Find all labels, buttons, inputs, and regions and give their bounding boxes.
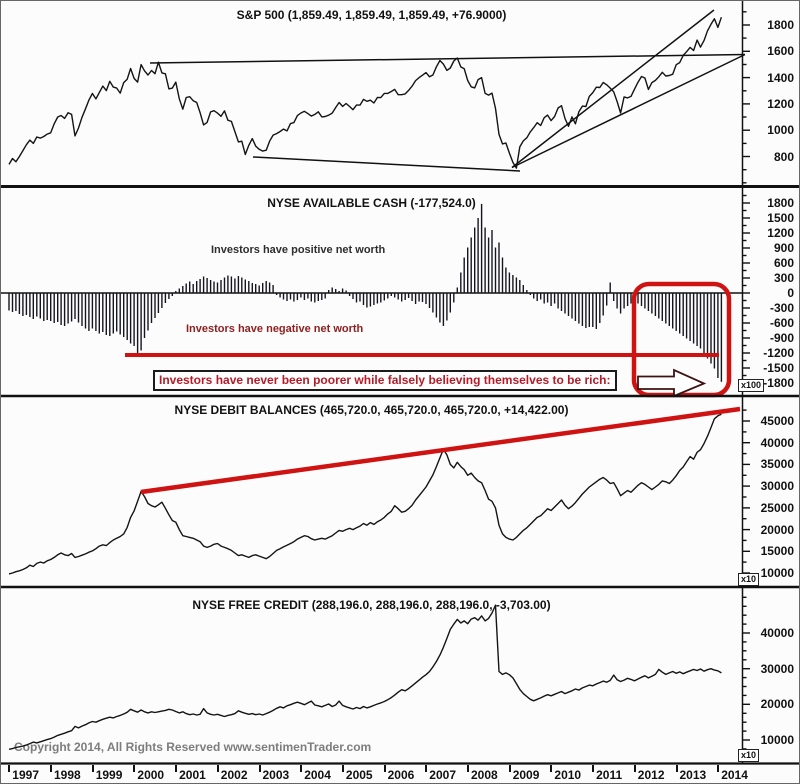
year-label: 2005 (345, 768, 373, 782)
right-arrow-icon (637, 368, 707, 398)
axis-unit-multiplier: x100 (738, 379, 765, 392)
panel-title-debit-balances: NYSE DEBIT BALANCES (465,720.0, 465,720.… (174, 403, 569, 417)
year-tick (8, 765, 11, 772)
panel-title-free-credit: NYSE FREE CREDIT (288,196.0, 288,196.0, … (192, 598, 551, 612)
y-tick-label: 40000 (760, 626, 794, 640)
year-label: 2011 (596, 768, 623, 782)
y-tick-label: -1500 (763, 361, 794, 375)
year-tick (592, 765, 595, 772)
year-label: 2010 (554, 768, 582, 782)
y-tick-label: -300 (769, 301, 794, 315)
year-label: 2004 (304, 768, 331, 782)
year-tick (175, 765, 178, 772)
year-tick (50, 765, 52, 772)
year-tick (258, 765, 261, 772)
y-tick-label: 1200 (767, 226, 794, 240)
y-tick-label: 900 (773, 241, 794, 255)
year-label: 2006 (387, 768, 415, 782)
year-tick (508, 765, 511, 772)
year-tick (425, 765, 428, 772)
year-tick (341, 765, 344, 772)
year-tick (300, 765, 303, 772)
trendline (511, 9, 715, 169)
trendline (140, 406, 741, 495)
year-label: 1998 (54, 768, 81, 782)
annotation-never-been-poorer-box: Investors have never been poorer while f… (153, 370, 617, 391)
y-tick-label: -1800 (763, 376, 794, 390)
y-tick-label: 20000 (760, 697, 794, 711)
year-tick (633, 765, 636, 772)
y-tick-label: 20000 (760, 523, 794, 537)
y-tick-label: 30000 (760, 479, 794, 493)
panel-title-available-cash: NYSE AVAILABLE CASH (-177,524.0) (267, 196, 476, 210)
year-label: 2012 (637, 768, 665, 782)
y-tick-label: 1800 (767, 18, 794, 32)
y-tick-label: 1800 (767, 196, 794, 210)
y-tick-label: 35000 (760, 457, 794, 471)
year-label: 2007 (429, 768, 456, 782)
y-tick-label: 45000 (760, 414, 794, 428)
copyright-text: Copyright 2014, All Rights Reserved www.… (14, 740, 372, 754)
y-tick-label: 800 (773, 150, 794, 164)
y-tick-label: 10000 (760, 733, 794, 747)
trendline (511, 53, 746, 169)
axis-unit-multiplier: x10 (738, 573, 760, 586)
annotation-negative-net-worth: Investors have negative net worth (186, 323, 364, 335)
year-label: 2014 (721, 768, 748, 782)
year-tick (550, 765, 553, 772)
panel-title-sp500: S&P 500 (1,859.49, 1,859.49, 1,859.49, +… (236, 8, 507, 22)
trendline (252, 156, 521, 172)
series-nyse-debit-balances (8, 413, 722, 575)
year-tick (133, 765, 136, 772)
year-label: 2003 (262, 768, 290, 782)
y-tick-label: 40000 (760, 436, 794, 450)
year-tick (717, 765, 720, 772)
year-label: 1999 (95, 768, 123, 782)
year-tick (91, 765, 94, 772)
year-label: 2009 (512, 768, 540, 782)
year-label: 2002 (220, 768, 248, 782)
y-tick-label: 15000 (760, 544, 794, 558)
y-tick-label: 1200 (767, 97, 794, 111)
y-tick-label: 1400 (767, 71, 794, 85)
year-tick (383, 765, 386, 772)
y-tick-label: 0 (787, 286, 794, 300)
y-tick-label: -600 (769, 316, 794, 330)
year-label: 2000 (137, 768, 165, 782)
trendline (149, 53, 746, 64)
y-tick-label: 30000 (760, 662, 794, 676)
annotation-positive-net-worth: Investors have positive net worth (211, 244, 386, 256)
y-tick-label: 600 (773, 256, 794, 270)
y-tick-label: -900 (769, 331, 794, 345)
series-nyse-free-credit (8, 604, 722, 750)
year-tick (675, 765, 678, 772)
y-tick-label: 1000 (767, 123, 794, 137)
y-tick-label: 300 (773, 271, 794, 285)
year-label: 2001 (179, 768, 206, 782)
year-label: 2013 (679, 768, 707, 782)
y-tick-label: -1200 (763, 346, 794, 360)
year-label: 2008 (471, 768, 498, 782)
year-tick (216, 765, 219, 772)
year-label: 1997 (12, 768, 39, 782)
axis-unit-multiplier: x10 (738, 749, 760, 762)
year-tick (467, 765, 469, 772)
y-tick-label: 10000 (760, 566, 794, 580)
y-tick-label: 25000 (760, 501, 794, 515)
y-tick-label: 1600 (767, 44, 794, 58)
series-sp500 (8, 16, 723, 169)
y-tick-label: 1500 (767, 211, 794, 225)
